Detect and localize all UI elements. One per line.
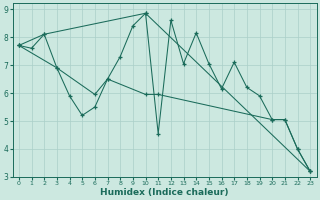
- X-axis label: Humidex (Indice chaleur): Humidex (Indice chaleur): [100, 188, 229, 197]
